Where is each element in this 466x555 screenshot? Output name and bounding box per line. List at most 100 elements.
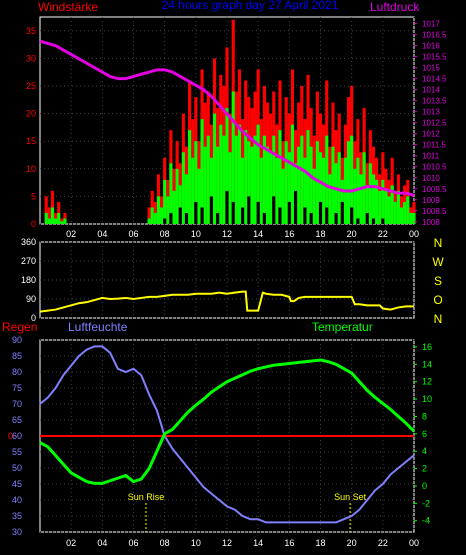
pressure-y-tick-label: 1008 xyxy=(422,218,440,227)
wind-average-bar xyxy=(241,157,245,224)
wind-average-bar xyxy=(399,207,404,224)
humidity-y-tick-label: 80 xyxy=(12,367,22,377)
wind-average-bar xyxy=(297,146,301,224)
wind-average-bar xyxy=(54,218,58,224)
temperature-y-tick-label: 16 xyxy=(422,342,432,352)
wind-axis-label: Windstärke xyxy=(38,0,98,14)
wind-average-bar xyxy=(396,190,400,224)
wind-average-bar xyxy=(275,157,279,224)
wind-minimum-bar xyxy=(294,190,298,224)
wind-gust-bar xyxy=(147,207,151,224)
temperature-y-tick-label: 6 xyxy=(422,429,427,439)
wind-average-bar xyxy=(188,130,192,224)
humidity-axis-label: Luftfeuchte xyxy=(68,320,128,334)
wind-minimum-bar xyxy=(303,207,307,224)
wind-average-bar xyxy=(315,141,319,224)
wind-average-bar xyxy=(231,91,235,225)
wind-gust-bar xyxy=(412,201,416,224)
wind-average-bar xyxy=(163,179,167,224)
humidity-y-tick-label: 70 xyxy=(12,399,22,409)
wind-average-bar xyxy=(194,141,198,224)
wind-minimum-bar xyxy=(356,218,360,224)
pressure-line xyxy=(39,39,415,197)
wind-average-bar xyxy=(309,146,313,224)
wind-average-bar xyxy=(184,174,189,224)
time-x-tick-label: 04 xyxy=(97,229,107,239)
wind-average-bar xyxy=(244,130,248,224)
wind-average-bar xyxy=(178,185,182,224)
wind-average-bar xyxy=(371,174,376,224)
temperature-line xyxy=(39,358,416,485)
temperature-y-tick-label: 14 xyxy=(422,359,432,369)
wind-minimum-bar xyxy=(287,201,291,224)
wind-average-bar xyxy=(322,157,326,224)
sunset-label: Sun Set xyxy=(334,492,367,502)
wind-average-bar xyxy=(384,190,388,224)
wind-average-bar xyxy=(212,113,217,224)
time-x-tick-label: 16 xyxy=(284,229,294,239)
wind-y-tick-label: 20 xyxy=(26,109,36,119)
temperature-y-tick-label: 10 xyxy=(422,394,432,404)
wind-average-bar xyxy=(169,163,173,224)
pressure-y-tick-label: 1011.5 xyxy=(422,141,446,150)
pressure-y-tick-label: 1009 xyxy=(422,196,440,205)
time-x-tick-label: 18 xyxy=(315,229,325,239)
temperature-y-tick-label: 2 xyxy=(422,464,427,474)
wind-average-bar xyxy=(153,212,157,224)
wind-average-bar xyxy=(350,135,354,224)
temperature-y-tick-label: -2 xyxy=(422,498,430,508)
humidity-y-tick-label: 30 xyxy=(12,527,22,537)
wind-gust-bar xyxy=(60,218,64,224)
wind-average-bar xyxy=(44,212,48,224)
wind-average-bar xyxy=(175,168,179,224)
wind-minimum-bar xyxy=(256,201,260,224)
wind-minimum-bar xyxy=(309,212,313,224)
wind-minimum-bar xyxy=(272,196,276,224)
wind-average-bar xyxy=(253,135,257,224)
pressure-axis-label: Luftdruck xyxy=(370,0,420,14)
wind-average-bar xyxy=(290,124,295,224)
wind-average-bar xyxy=(256,124,260,224)
time-x-tick-label: 22 xyxy=(378,229,388,239)
wind-average-bar xyxy=(222,135,226,224)
wind-average-bar xyxy=(272,135,276,224)
pressure-y-tick-label: 1015 xyxy=(422,64,440,73)
wind-average-bar xyxy=(209,157,213,224)
pressure-y-tick-label: 1012 xyxy=(422,130,440,139)
climate-x-tick-label: 08 xyxy=(160,538,170,548)
time-x-tick-label: 06 xyxy=(128,229,138,239)
wind-y-tick-label: 35 xyxy=(26,26,36,36)
wind-y-tick-label: 10 xyxy=(26,164,36,174)
wind-average-bar xyxy=(390,185,394,224)
wind-average-bar xyxy=(303,157,307,224)
wind-gust-bar xyxy=(44,196,48,224)
wind-average-bar xyxy=(262,135,266,224)
humidity-y-tick-label: 55 xyxy=(12,447,22,457)
wind-average-bar xyxy=(334,163,338,224)
wind-average-bar xyxy=(328,174,332,224)
wind-minimum-bar xyxy=(216,212,220,224)
wind-minimum-bar xyxy=(318,201,323,224)
wind-average-bar xyxy=(368,163,372,224)
wind-average-bar xyxy=(147,218,151,224)
pressure-y-tick-label: 1013.5 xyxy=(422,97,447,106)
wind-average-bar xyxy=(365,185,369,224)
wind-average-bar xyxy=(287,152,291,224)
time-x-tick-label: 14 xyxy=(253,229,263,239)
wind-direction-line xyxy=(39,290,414,313)
time-x-tick-label: 08 xyxy=(160,229,170,239)
humidity-temperature-panel: Sun Rise Sun Set 908580757065605550454035… xyxy=(2,320,432,548)
wind-minimum-bar xyxy=(350,207,354,224)
sunrise-label: Sun Rise xyxy=(128,492,165,502)
wind-y-tick-label: 0 xyxy=(31,219,36,229)
pressure-y-tick-label: 1017 xyxy=(422,20,440,29)
wind-average-bar xyxy=(403,201,407,224)
humidity-y-tick-label: 40 xyxy=(12,495,22,505)
wind-average-bar xyxy=(325,135,329,224)
wind-minimum-bar xyxy=(178,207,182,224)
compass-letter: W xyxy=(432,255,444,269)
wind-average-bars xyxy=(44,91,416,225)
